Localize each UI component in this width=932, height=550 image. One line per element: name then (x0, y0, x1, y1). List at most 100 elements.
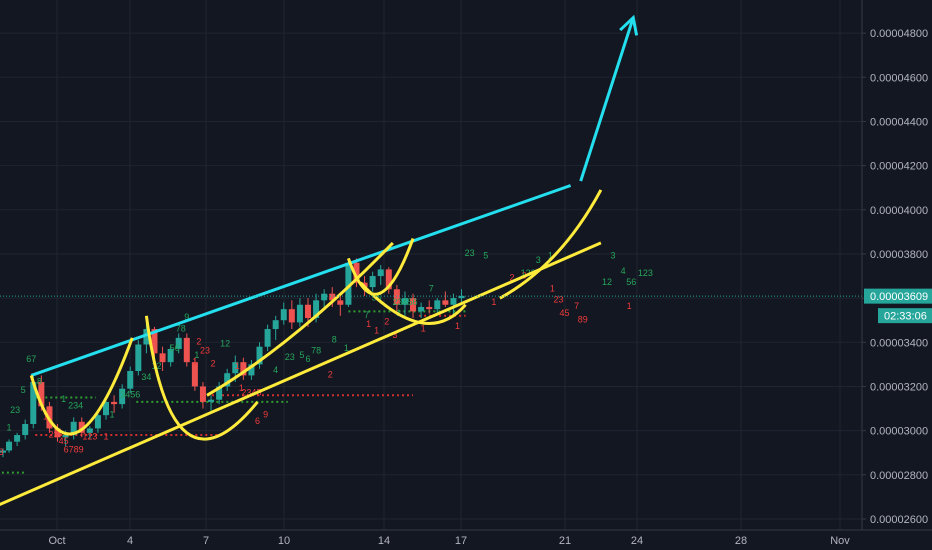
count-label: 4 (273, 365, 278, 375)
x-tick-labels: Oct 4 7 10 14 17 21 24 28 Nov (48, 535, 850, 547)
price-tag-label: 0.00003609 (870, 291, 928, 303)
candle-body (377, 269, 384, 277)
candle-body (264, 329, 271, 347)
count-label: 23 (285, 352, 295, 362)
grid (0, 0, 862, 530)
count-label: 2 (384, 317, 389, 327)
cup-curve (346, 237, 415, 296)
candle-body (369, 276, 376, 288)
y-tick-label: 0.00004000 (870, 205, 928, 217)
candle-body (70, 421, 77, 436)
y-tick-label: 0.00003800 (870, 249, 928, 261)
candle-body (434, 300, 441, 310)
count-label: 1 (627, 301, 632, 311)
cup-curve (206, 241, 394, 397)
count-label: 56 (626, 277, 636, 287)
count-label: 1 (103, 431, 108, 441)
candle-body (305, 304, 311, 318)
count-label: 7 (429, 284, 434, 294)
candle-body (22, 424, 29, 436)
candle-body (30, 382, 37, 424)
count-label: 23 (48, 429, 58, 439)
count-label: 2 (211, 359, 216, 369)
count-label: 234 (68, 401, 83, 411)
trend-line (30, 184, 572, 377)
y-axis[interactable]: 0.00002600 0.00002800 0.00003000 0.00003200… (861, 0, 932, 530)
candle-body (103, 401, 109, 416)
count-label: 56 (170, 343, 180, 353)
candle-body (385, 269, 392, 290)
target-arrow-shaft (579, 17, 635, 182)
candle-body (450, 298, 457, 305)
count-label: 1 (548, 250, 553, 260)
trend-curve (499, 189, 603, 300)
candle-body (135, 344, 142, 371)
count-label: 89 (578, 314, 588, 324)
count-label: 78 (311, 345, 321, 355)
candle-body (127, 371, 134, 389)
count-label: 34 (141, 372, 151, 382)
price-tag-background (864, 288, 932, 304)
count-label: 23 (10, 405, 20, 415)
count-label: 1 (235, 361, 240, 371)
y-axis-background (862, 0, 932, 530)
x-tick-label: 24 (631, 535, 643, 547)
count-label: 1 (421, 323, 426, 333)
y-tick-label: 0.00002600 (870, 514, 928, 526)
candle-body (248, 364, 255, 376)
count-label: 78 (176, 323, 186, 333)
candle-body (14, 435, 21, 442)
candle-body (119, 388, 126, 405)
count-label: 67 (26, 354, 36, 364)
candle-body (458, 295, 465, 299)
candle-body (410, 298, 417, 312)
candle-body (313, 300, 320, 318)
candle-body (111, 401, 118, 405)
candle-body (442, 300, 449, 305)
count-label: 5 (299, 350, 304, 360)
count-label: 1 (366, 319, 371, 329)
candle-body (240, 362, 247, 376)
x-axis[interactable]: Oct 4 7 10 14 17 21 24 28 Nov (0, 529, 932, 550)
count-label: 1 (110, 409, 115, 419)
candle-body (272, 320, 279, 330)
candle-body (94, 415, 101, 429)
x-tick-label: Nov (830, 535, 850, 547)
count-label: 2345 (241, 387, 261, 397)
candle-body (62, 435, 69, 438)
count-label: 1 (43, 412, 48, 422)
count-label: 12 (220, 339, 230, 349)
count-label: 4 (621, 266, 626, 276)
count-label: 3 (611, 250, 616, 260)
count-label: 9 (184, 312, 189, 322)
candle-body (329, 293, 336, 301)
count-label: 12 (602, 277, 612, 287)
candle-body (38, 382, 45, 407)
candle-body (208, 399, 215, 402)
y-tick-label: 0.00004200 (870, 161, 928, 173)
x-tick-label: Oct (48, 535, 65, 547)
x-tick-label: 21 (559, 535, 571, 547)
count-label: 3456 (120, 390, 140, 400)
candle-body (296, 304, 303, 323)
candle-body (401, 298, 408, 305)
candle-body (86, 428, 93, 433)
count-label: 3 (392, 330, 397, 340)
count-label: 1 (491, 297, 496, 307)
count-label: 23456 (392, 297, 417, 307)
x-tick-label: 4 (127, 535, 133, 547)
count-label: 1 (7, 423, 12, 433)
candle-body (418, 306, 425, 312)
count-label: 3 (0, 447, 3, 457)
countdown-label: 02:33:06 (884, 311, 927, 323)
current-price-tag: 0.00003609 02:33:06 (864, 288, 932, 324)
countdown-background (878, 308, 932, 324)
y-tick-label: 0.00003200 (870, 381, 928, 393)
candle-body (151, 329, 158, 354)
y-tick-label: 0.00003400 (870, 337, 928, 349)
candle-body (232, 362, 239, 374)
count-label: 123 (638, 268, 653, 278)
candle-body (143, 329, 150, 345)
count-label: 123 (82, 431, 97, 441)
